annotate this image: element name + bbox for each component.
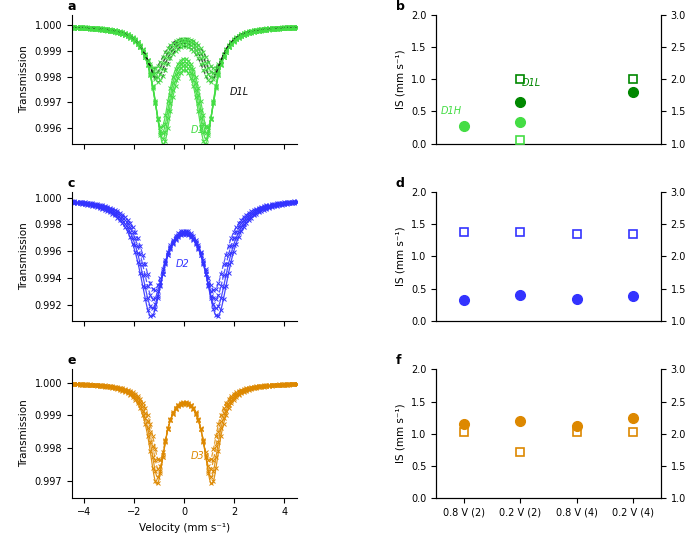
Text: D1H: D1H — [440, 106, 462, 116]
Text: D3: D3 — [191, 452, 205, 461]
Text: D1H: D1H — [191, 125, 212, 135]
Text: f: f — [396, 354, 401, 367]
Y-axis label: IS (mm s⁻¹): IS (mm s⁻¹) — [395, 404, 406, 463]
Text: D2: D2 — [175, 259, 189, 269]
Y-axis label: Transmission: Transmission — [19, 222, 29, 290]
Text: b: b — [396, 0, 405, 13]
Y-axis label: Transmission: Transmission — [19, 46, 29, 113]
Text: a: a — [67, 0, 76, 13]
Text: d: d — [396, 177, 405, 190]
Y-axis label: IS (mm s⁻¹): IS (mm s⁻¹) — [395, 227, 406, 286]
Text: e: e — [67, 354, 76, 367]
Text: c: c — [67, 177, 75, 190]
Y-axis label: IS (mm s⁻¹): IS (mm s⁻¹) — [395, 50, 406, 109]
Y-axis label: Transmission: Transmission — [19, 400, 29, 467]
Text: D1L: D1L — [521, 78, 540, 88]
Text: D1L: D1L — [229, 87, 249, 97]
X-axis label: Velocity (mm s⁻¹): Velocity (mm s⁻¹) — [139, 523, 230, 533]
